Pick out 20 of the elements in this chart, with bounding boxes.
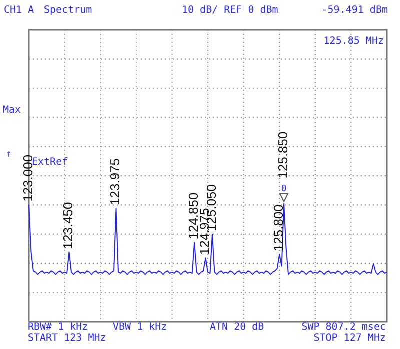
text: CH1 A [4,5,34,16]
annotation: SWP 807.2 msec [302,322,386,333]
text: START 123 MHz [28,333,106,344]
annotation: VBW 1 kHz [113,322,168,333]
text: 10 dB/ REF 0 dBm [182,5,278,16]
text: ExtRef [32,157,68,168]
annotation: 123.975 [108,158,123,206]
annotation: 125.800 [271,204,286,252]
annotation: 124.850 [186,192,202,240]
text: 0 [281,184,287,195]
annotation: 123.450 [60,202,76,250]
annotation: RBW# 1 kHz [28,322,88,333]
text: Max [3,105,22,116]
text: 125.850 [276,132,291,179]
text: -59.491 dBm [322,5,388,16]
chart-title: Spectrum [44,5,92,16]
annotation: ATN 20 dB [210,322,264,333]
text: 125.85 MHz [324,36,384,47]
text: ↑ [6,149,12,160]
text: STOP 127 MHz [314,333,386,344]
